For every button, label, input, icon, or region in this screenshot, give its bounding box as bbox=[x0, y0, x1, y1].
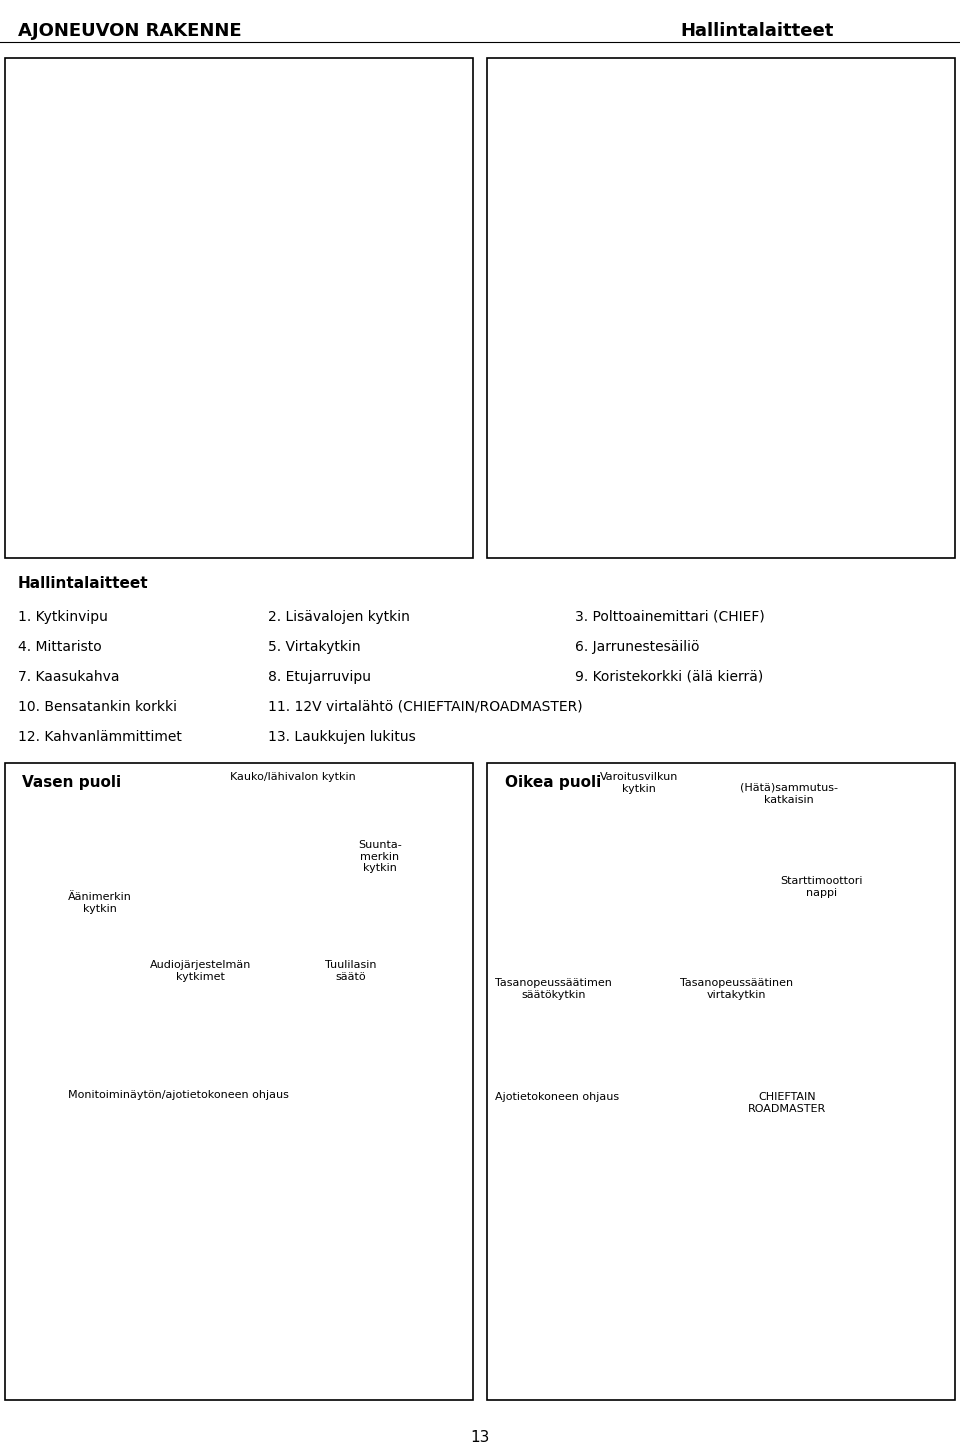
Text: 3. Polttoainemittari (CHIEF): 3. Polttoainemittari (CHIEF) bbox=[575, 610, 765, 624]
Text: Vasen puoli: Vasen puoli bbox=[22, 776, 121, 790]
Bar bbox=[5, 58, 473, 559]
Text: Audiojärjestelmän
kytkimet: Audiojärjestelmän kytkimet bbox=[150, 960, 252, 982]
Text: 2. Lisävalojen kytkin: 2. Lisävalojen kytkin bbox=[268, 610, 410, 624]
Text: Oikea puoli: Oikea puoli bbox=[505, 776, 601, 790]
Text: Äänimerkin
kytkin: Äänimerkin kytkin bbox=[68, 892, 132, 914]
Bar bbox=[5, 762, 473, 1400]
Text: 8. Etujarruvipu: 8. Etujarruvipu bbox=[268, 669, 371, 684]
Text: Starttimoottori
nappi: Starttimoottori nappi bbox=[780, 876, 862, 898]
Text: Tuulilasin
säätö: Tuulilasin säätö bbox=[325, 960, 376, 982]
Text: Tasanopeussäätimen
säätökytkin: Tasanopeussäätimen säätökytkin bbox=[495, 978, 612, 1000]
Text: Ajotietokoneen ohjaus: Ajotietokoneen ohjaus bbox=[495, 1093, 619, 1101]
Text: Tasanopeussäätinen
virtakytkin: Tasanopeussäätinen virtakytkin bbox=[680, 978, 793, 1000]
Text: 5. Virtakytkin: 5. Virtakytkin bbox=[268, 640, 361, 653]
Text: AJONEUVON RAKENNE: AJONEUVON RAKENNE bbox=[18, 22, 242, 39]
Text: Kauko/lähivalon kytkin: Kauko/lähivalon kytkin bbox=[230, 773, 356, 781]
Text: 12. Kahvanlämmittimet: 12. Kahvanlämmittimet bbox=[18, 730, 181, 744]
Text: 9. Koristekorkki (älä kierrä): 9. Koristekorkki (älä kierrä) bbox=[575, 669, 763, 684]
Text: 1. Kytkinvipu: 1. Kytkinvipu bbox=[18, 610, 108, 624]
Text: 13: 13 bbox=[470, 1430, 490, 1445]
Text: Suunta-
merkin
kytkin: Suunta- merkin kytkin bbox=[358, 840, 401, 873]
Text: 6. Jarrunestesäiliö: 6. Jarrunestesäiliö bbox=[575, 640, 700, 653]
Text: Hallintalaitteet: Hallintalaitteet bbox=[18, 576, 149, 591]
Text: (Hätä)sammutus-
katkaisin: (Hätä)sammutus- katkaisin bbox=[740, 783, 838, 805]
Bar bbox=[487, 762, 955, 1400]
Text: CHIEFTAIN
ROADMASTER: CHIEFTAIN ROADMASTER bbox=[748, 1093, 827, 1113]
Bar bbox=[487, 58, 955, 559]
Text: Varoitusvilkun
kytkin: Varoitusvilkun kytkin bbox=[600, 773, 679, 793]
Text: Hallintalaitteet: Hallintalaitteet bbox=[680, 22, 833, 39]
Text: Monitoiminäytön/ajotietokoneen ohjaus: Monitoiminäytön/ajotietokoneen ohjaus bbox=[68, 1090, 289, 1100]
Text: 7. Kaasukahva: 7. Kaasukahva bbox=[18, 669, 119, 684]
Text: 4. Mittaristo: 4. Mittaristo bbox=[18, 640, 102, 653]
Text: 13. Laukkujen lukitus: 13. Laukkujen lukitus bbox=[268, 730, 416, 744]
Text: 11. 12V virtalähtö (CHIEFTAIN/ROADMASTER): 11. 12V virtalähtö (CHIEFTAIN/ROADMASTER… bbox=[268, 700, 583, 714]
Text: 10. Bensatankin korkki: 10. Bensatankin korkki bbox=[18, 700, 177, 714]
